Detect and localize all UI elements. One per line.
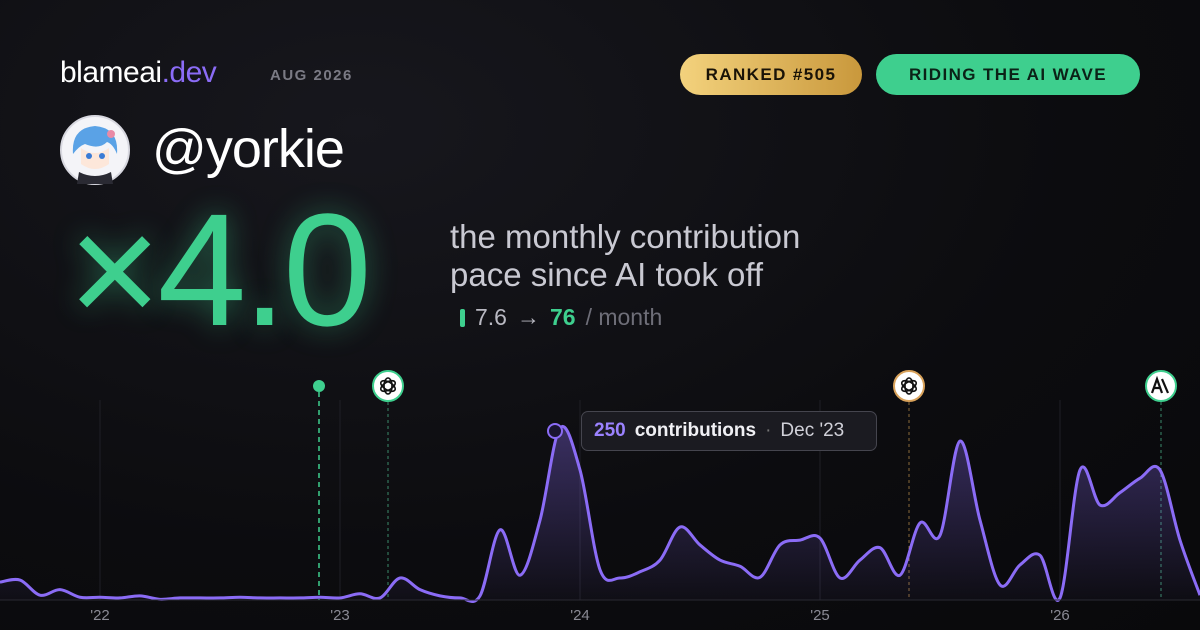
anthropic-logo [1150,375,1170,394]
event-icon [893,370,925,402]
x-tick-label: '26 [1050,607,1070,624]
x-tick-label: '24 [570,607,590,624]
event-icon [1145,370,1177,402]
brand: blameai.dev [60,56,217,90]
event-dot [313,380,325,392]
event-markers [313,370,1177,600]
description-line: pace since AI took off [450,256,764,293]
openai-logo [900,377,918,395]
line [0,424,1200,603]
multiplier: ×4.0 [68,180,372,359]
event-icon [372,370,404,402]
brand-tld: .dev [161,56,217,89]
brand-name: blameai [60,56,162,89]
x-tick-label: '22 [90,607,110,624]
pace-icon [460,308,465,327]
tooltip-separator: · [765,420,772,441]
wave-badge: RIDING THE AI WAVE [876,54,1140,95]
rank-badge: RANKED #505 [680,54,862,95]
avatar [60,115,130,185]
period: AUG 2026 [270,67,353,84]
x-tick-label: '23 [330,607,350,624]
x-tick-label: '25 [810,607,830,624]
pace-after: 76 [549,304,576,330]
tooltip: 250 contributions · Dec '23 [581,411,877,451]
highlight-point [547,423,563,439]
tooltip-date: Dec '23 [780,420,845,441]
description-line: the monthly contribution [450,218,801,255]
pace-arrow: → [516,304,540,330]
area [0,426,1200,602]
pace-before: 7.6 [475,304,507,330]
openai-logo [379,377,397,395]
handle: @yorkie [152,119,345,179]
pace-unit: / month [585,304,663,330]
description: the monthly contribution pace since AI t… [450,218,800,294]
tooltip-label: contributions [634,420,757,441]
tooltip-value: 250 [594,420,626,441]
pace: 7.6 → 76 / month [452,304,662,331]
